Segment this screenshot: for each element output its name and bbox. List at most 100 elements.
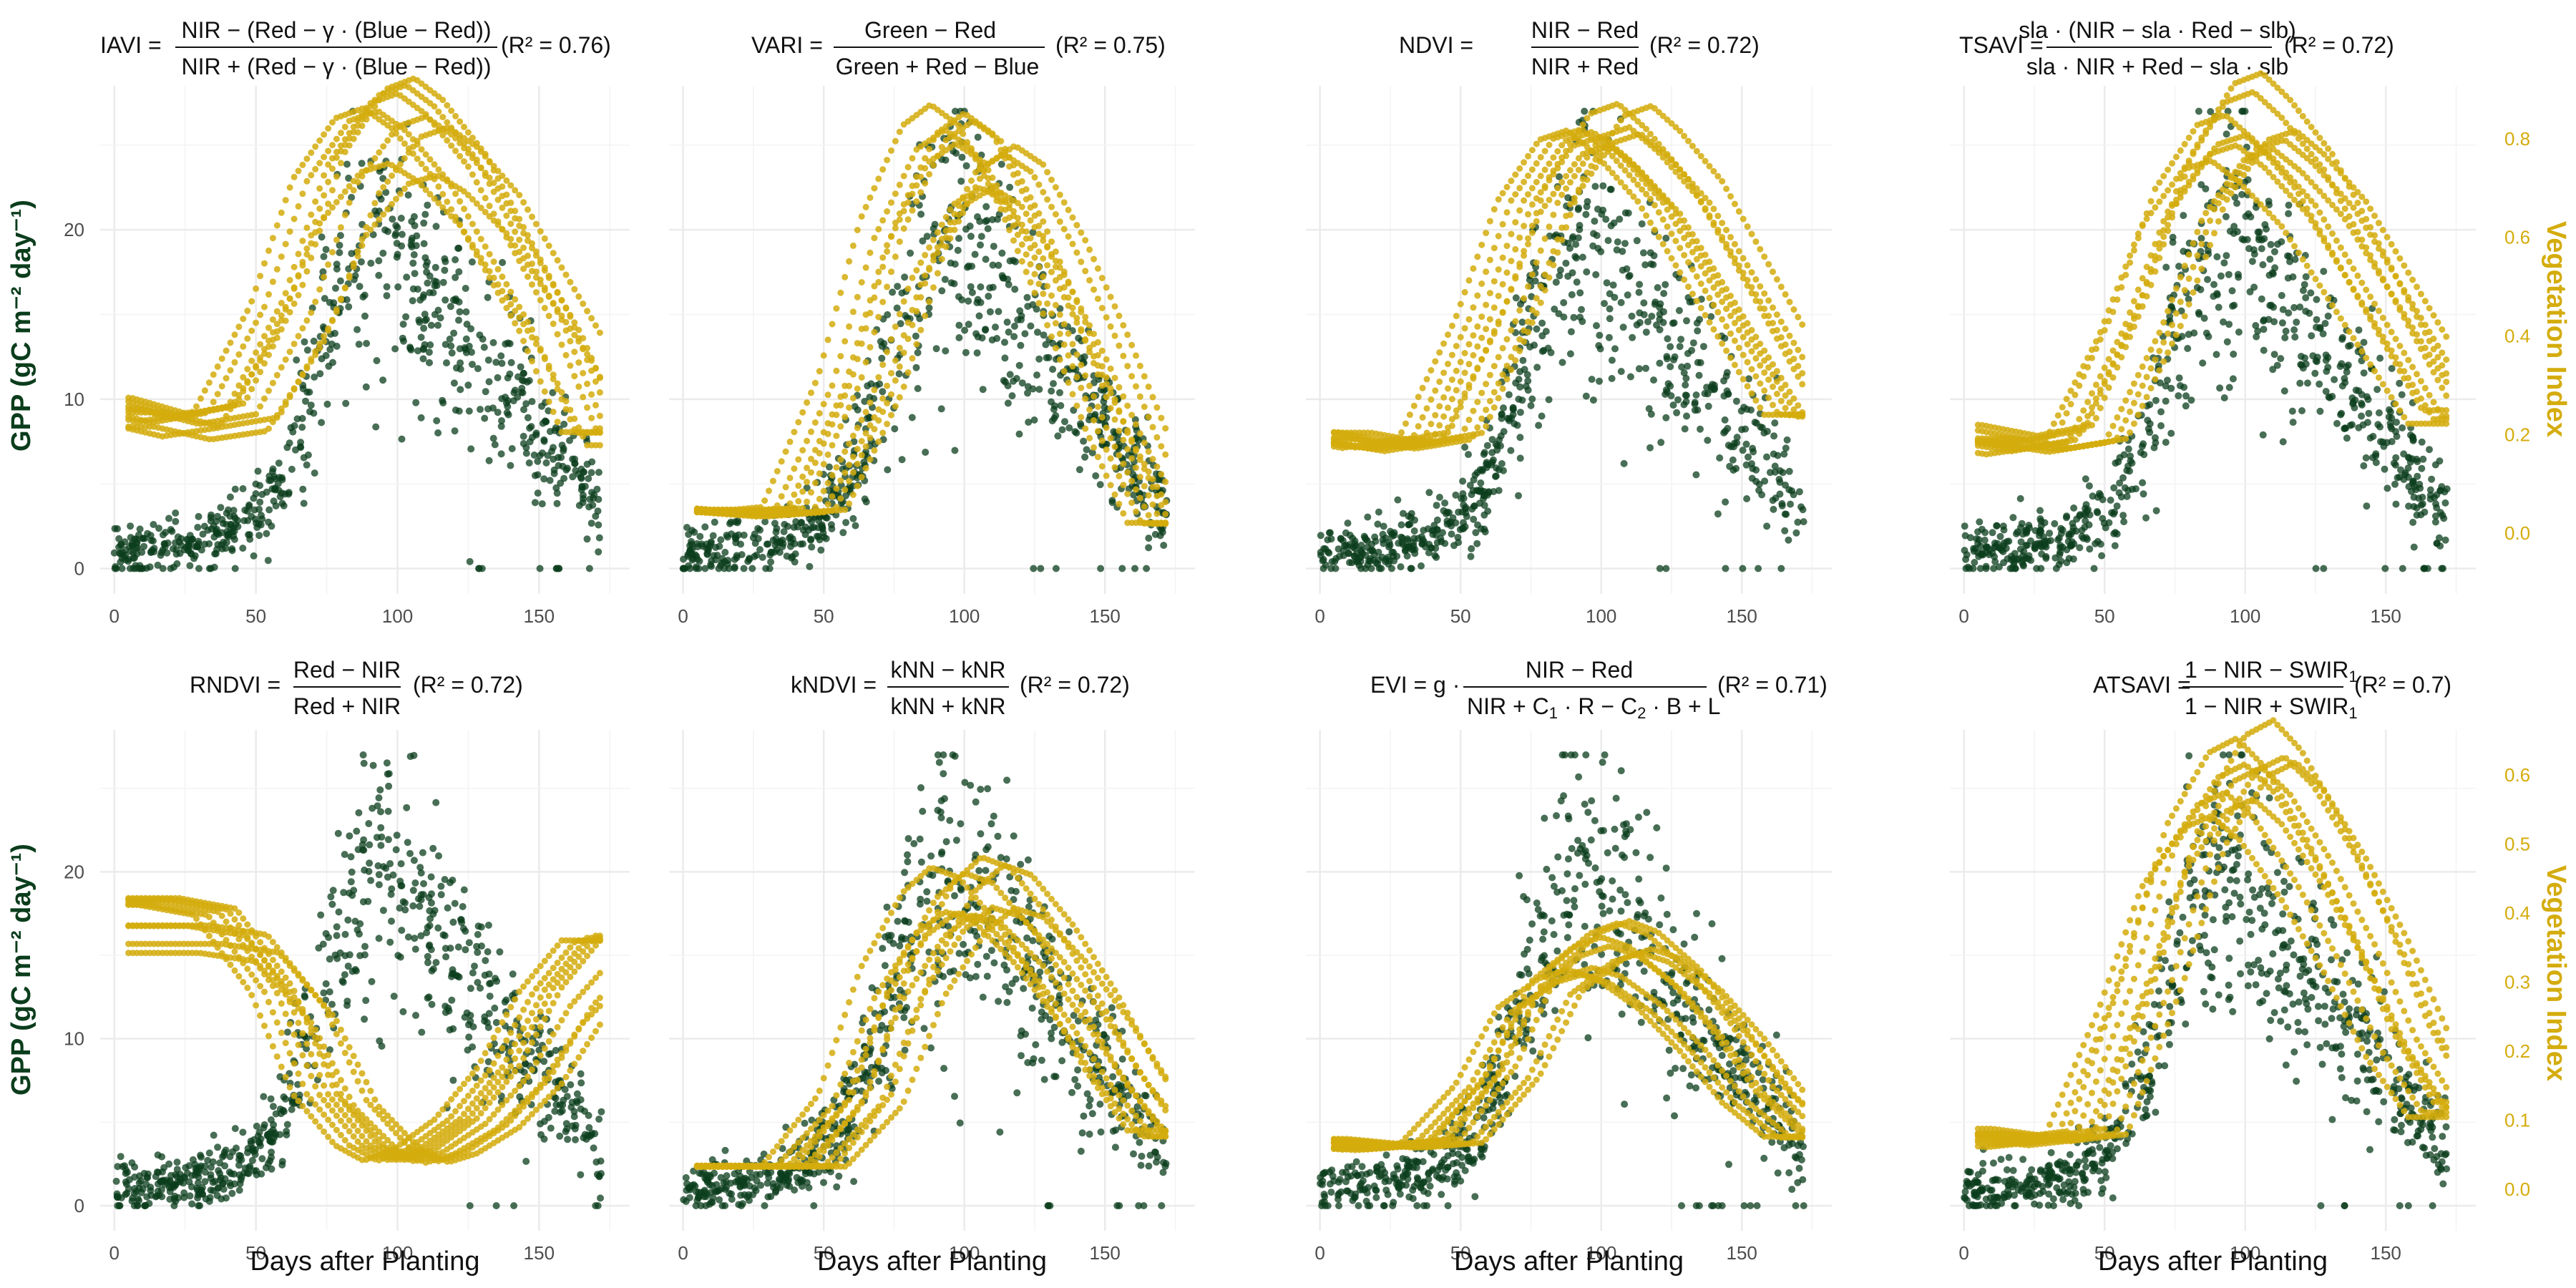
gpp-point [1460,501,1468,509]
vi-point [550,371,557,379]
vi-point [278,253,285,260]
gpp-point [1609,281,1617,289]
vi-point [1486,371,1493,379]
gpp-point [1023,293,1031,301]
gpp-point [1598,210,1606,218]
gpp-point [1635,365,1643,373]
vi-point [1672,238,1679,245]
gpp-point [1006,371,1014,379]
x-tick-label: 0 [678,605,688,627]
gpp-point [1500,467,1507,474]
gpp-point [494,409,502,416]
vi-point [1073,297,1080,303]
vi-point [1685,283,1692,291]
gpp-point [1742,461,1750,469]
vi-point [934,152,941,160]
vi-point [214,391,221,398]
vi-point [1149,456,1156,463]
vi-point [1685,224,1692,231]
vi-point [1044,262,1051,269]
vi-point [376,216,383,223]
gpp-point [468,258,476,266]
gpp-point [1135,436,1142,444]
vi-point [1124,490,1131,497]
vi-point [1491,328,1498,335]
vi-point [333,173,340,180]
gpp-point [1468,505,1476,513]
vi-point [1525,240,1531,248]
vi-point [205,379,213,386]
vi-point [841,338,849,345]
vi-point [341,212,348,218]
vi-point [829,321,836,328]
gpp-point [583,460,591,468]
vi-point [1436,421,1443,429]
gpp-point [976,218,984,225]
gpp-point [1500,404,1507,412]
gpp-point [1538,412,1546,420]
gpp-point [962,162,970,170]
vi-point [799,473,806,480]
vi-point [1659,240,1667,248]
vi-point [567,278,574,286]
gpp-point [1000,274,1008,282]
gpp-point [399,321,407,328]
gpp-point [1590,230,1597,238]
vi-point [329,187,336,194]
vi-point [1483,346,1490,353]
gpp-point [1738,426,1746,434]
vi-point [316,205,323,213]
gpp-point [319,268,327,275]
vi-point [1086,246,1093,253]
gpp-point [526,438,534,446]
gpp-point [1025,419,1033,426]
vi-point [1592,142,1599,149]
gpp-point [1325,529,1333,537]
vi-point [871,185,878,192]
gpp-point [363,340,371,347]
vi-point [1040,291,1047,298]
gpp-point [914,385,922,392]
gpp-point [1418,533,1425,541]
vi-point [1014,170,1021,177]
vi-point [299,190,306,197]
vi-point [257,354,264,361]
gpp-point [1538,319,1546,327]
gpp-point [457,365,464,373]
gpp-point [1593,322,1600,330]
vi-point [1044,196,1051,203]
vi-point [858,452,865,459]
vi-point [1541,185,1548,192]
vi-point [278,326,285,333]
gpp-point [436,314,444,322]
vi-point [1537,172,1544,180]
gpp-point [1029,301,1037,308]
vi-point [1731,255,1738,262]
gpp-point [502,394,509,401]
vi-point [308,149,315,156]
vi-point [1521,159,1528,166]
vi-point [592,322,599,329]
gpp-point [336,241,343,249]
gpp-point [301,338,308,346]
gpp-point [1582,392,1590,400]
vi-point [1052,277,1059,284]
title-vari-num: Green − Red [864,17,996,43]
vi-point [308,211,315,218]
gpp-point [1516,409,1524,416]
vi-point [261,333,268,340]
vi-point [1643,212,1650,219]
vi-point [1035,210,1043,217]
vi-point [1419,414,1426,421]
vi-point [286,394,293,401]
vi-point [884,421,891,427]
gpp-point [307,401,315,409]
vi-point [265,337,272,344]
gpp-point [1332,565,1340,572]
title-rndvi-lhs: RNDVI = [190,672,280,698]
vi-point [1078,361,1085,369]
gpp-point [992,323,999,331]
gpp-point [1656,326,1664,333]
vi-point [1419,384,1426,391]
vi-point [888,233,894,240]
